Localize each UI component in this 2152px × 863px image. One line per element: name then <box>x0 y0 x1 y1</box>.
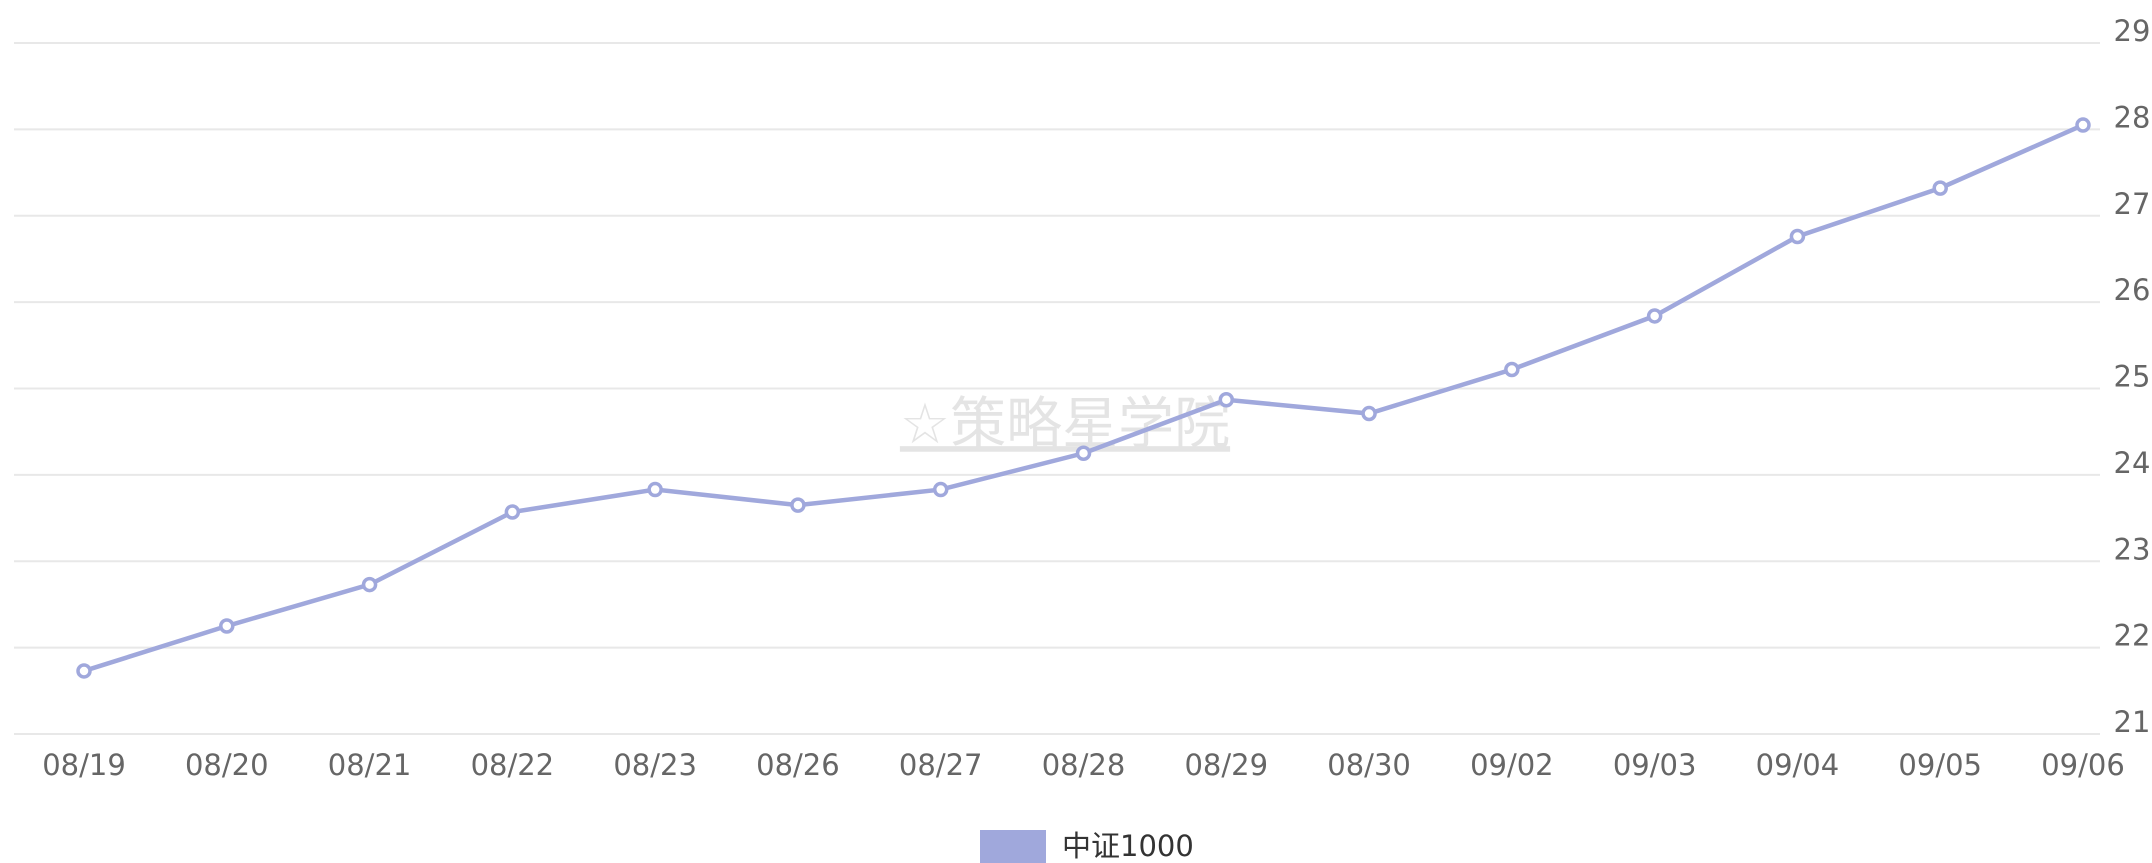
x-tick-label: 08/28 <box>1042 748 1126 782</box>
x-tick-label: 08/19 <box>42 748 126 782</box>
y-tick-label: 29 <box>2114 14 2151 48</box>
x-tick-label: 09/05 <box>1898 748 1982 782</box>
x-tick-label: 09/04 <box>1756 748 1840 782</box>
x-tick-label: 08/23 <box>613 748 697 782</box>
y-tick-label: 26 <box>2114 273 2151 307</box>
y-tick-label: 27 <box>2114 187 2151 221</box>
x-tick-label: 08/26 <box>756 748 840 782</box>
y-tick-label: 25 <box>2114 360 2151 394</box>
x-tick-label: 09/02 <box>1470 748 1554 782</box>
y-tick-label: 28 <box>2114 100 2151 134</box>
x-tick-label: 09/03 <box>1613 748 1697 782</box>
point <box>932 481 949 498</box>
point <box>1932 180 1948 196</box>
legend-label: 中证1000 <box>1062 829 1194 863</box>
y-tick-label: 24 <box>2114 446 2151 480</box>
point <box>1075 445 1092 462</box>
x-tick-label: 08/29 <box>1184 748 1268 782</box>
y-tick-label: 22 <box>2114 619 2151 653</box>
point <box>2075 117 2091 133</box>
x-tick-label: 08/30 <box>1327 748 1411 782</box>
x-tick-label: 09/06 <box>2041 748 2125 782</box>
y-tick-label: 23 <box>2114 532 2151 566</box>
point <box>1646 308 1663 324</box>
watermark: ☆策略星学院 <box>900 392 1230 457</box>
x-tick-label: 08/22 <box>471 748 555 782</box>
x-tick-label: 08/27 <box>899 748 983 782</box>
point <box>361 576 378 593</box>
x-tick-label: 08/20 <box>185 748 269 782</box>
point <box>647 481 663 498</box>
point <box>504 504 521 520</box>
point <box>1789 228 1806 245</box>
legend-swatch <box>980 830 1046 863</box>
point <box>1361 405 1377 422</box>
point <box>790 497 806 513</box>
y-tick-label: 21 <box>2114 705 2151 739</box>
point <box>76 663 92 679</box>
point <box>1504 361 1520 378</box>
point <box>1218 391 1235 408</box>
point <box>219 618 235 634</box>
x-tick-label: 08/21 <box>328 748 412 782</box>
